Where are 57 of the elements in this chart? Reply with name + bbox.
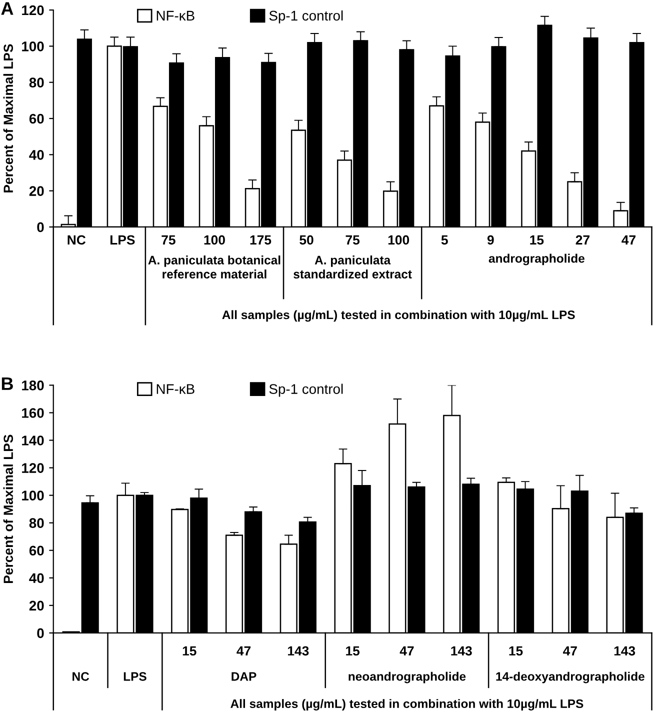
y-tick-label: 0 [37,628,44,638]
y-tick-label: 40 [29,573,44,584]
x-tick-label: 27 [576,235,590,244]
y-tick-label: 20 [29,600,44,611]
y-tick-label: 140 [22,436,44,446]
legend-label: Sp-1 control [269,10,343,24]
text: DAP [232,672,256,681]
chart-title: A [1,2,14,15]
y-tick-label: 60 [29,114,44,124]
y-tick-label: 20 [29,186,44,196]
x-tick-label: 100 [388,235,410,245]
x-tick-label: 47 [236,646,251,656]
text: NC [72,672,90,681]
x-tick-label: 175 [250,235,272,245]
x-tick-label: 9 [487,235,494,245]
x-tick-label: 75 [162,235,176,245]
x-tick-label: NC [68,235,86,245]
text: neoandrographolide [348,672,466,684]
text: LPS [124,672,146,681]
y-tick-label: 100 [22,490,44,500]
x-tick-label: 143 [451,646,472,656]
text: All samples (µg/mL) tested in combination with 10µg/mL LPS [230,699,584,711]
y-tick-label: 120 [22,5,44,16]
legend-label: Sp-1 control [269,384,343,397]
legend-label: NF-κB [156,384,194,394]
text: All samples (µg/mL) tested in combination with 10µg/mL LPS [222,310,575,322]
y-tick-label: 80 [29,518,44,528]
y-tick-label: 120 [22,463,44,473]
y-tick-label: 180 [22,380,44,390]
x-tick-label: 100 [204,235,225,245]
text: andrographolide [488,254,584,266]
x-tick-label: 15 [182,646,196,656]
x-tick-label: LPS [110,235,135,245]
x-tick-label: 47 [622,235,636,244]
x-tick-label: 143 [288,646,309,656]
text: 14-deoxyandrographolide [496,672,644,684]
text: A. paniculata botanical reference material [148,255,280,278]
chart-title: B [2,377,13,390]
y-tick-label: 100 [22,42,44,52]
y-tick-label: 80 [29,78,44,88]
x-tick-label: 15 [530,235,544,245]
y-tick-label: 160 [22,408,44,418]
x-tick-label: 15 [509,646,523,656]
x-tick-label: 15 [346,646,360,656]
x-tick-label: 75 [346,235,360,245]
x-tick-label: 143 [614,646,636,656]
text: A. paniculata standardized extract [294,255,412,278]
y-tick-label: 40 [29,150,44,160]
y-axis-title: Percent of Maximal LPS [3,434,14,583]
y-tick-label: 60 [29,546,44,556]
y-tick-label: 0 [37,222,44,232]
x-tick-label: 47 [563,646,577,656]
x-tick-label: 5 [441,235,448,245]
legend-label: NF-κB [156,10,194,20]
x-tick-label: 47 [400,646,414,656]
y-axis-title: Percent of Maximal LPS [3,44,14,192]
x-tick-label: 50 [300,235,314,245]
